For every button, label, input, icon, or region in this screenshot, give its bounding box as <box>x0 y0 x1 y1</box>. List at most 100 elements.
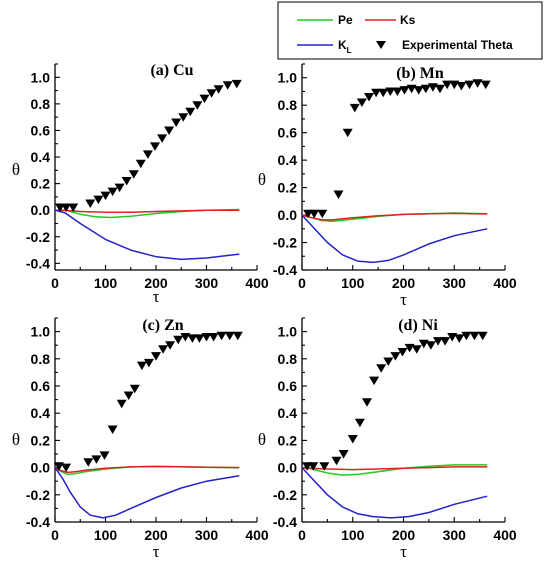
cu-experimental-point <box>121 177 132 186</box>
ni-experimental-point <box>338 450 349 459</box>
ni-y-tick-label: 0.4 <box>278 405 298 421</box>
cu-experimental-point <box>85 199 96 208</box>
cu-experimental-point <box>206 89 217 98</box>
cu-y-tick-label: 0.0 <box>31 202 51 218</box>
cu-y-tick-label: -0.2 <box>26 229 50 245</box>
ni-title: (d) Ni <box>398 317 438 334</box>
mn-experimental-point <box>480 80 491 90</box>
mn-experimental-point <box>449 80 460 90</box>
zn-experimental-point <box>129 384 140 394</box>
ni-y-tick-label: 0.0 <box>278 460 298 476</box>
ni-x-tick-label: 300 <box>443 527 467 543</box>
ni-experimental-point <box>390 352 401 361</box>
zn-experimental-point <box>201 333 212 342</box>
mn-experimental-point <box>378 88 389 98</box>
ni-experimental-point <box>404 343 415 353</box>
ni-experimental-point <box>454 334 465 343</box>
mn-experimental-point <box>317 209 328 219</box>
zn-experimental-point <box>158 345 169 354</box>
ni-experimental-point <box>308 462 319 471</box>
ni-experimental-point <box>418 339 429 349</box>
legend-label-kl: KL <box>338 38 352 55</box>
zn-y-tick-label: 0.0 <box>31 460 51 476</box>
zn-y-tick-label: 0.6 <box>31 378 51 394</box>
mn-y-tick-label: 0.0 <box>278 207 298 223</box>
ni-x-tick-label: 100 <box>341 527 365 543</box>
zn-experimental-point <box>180 333 191 342</box>
zn-experimental-point <box>136 361 147 371</box>
mn-y-tick-label: -0.4 <box>273 262 297 278</box>
zn-experimental-point <box>224 331 235 341</box>
mn-y-tick-label: 0.2 <box>278 180 298 196</box>
zn-experimental-point <box>232 331 243 341</box>
cu-y-label: θ <box>12 160 20 179</box>
cu-experimental-point <box>61 203 72 212</box>
cu-experimental-point <box>164 126 175 135</box>
cu-experimental-point <box>100 191 111 201</box>
cu-experimental-point <box>107 187 118 197</box>
mn-experimental-point <box>427 83 438 92</box>
zn-experimental-point <box>208 333 219 342</box>
zn-x-tick-label: 0 <box>51 527 59 543</box>
mn-experimental-point <box>371 88 382 98</box>
ni-experimental-point <box>425 341 436 350</box>
ni-experimental-point <box>461 331 472 341</box>
zn-experimental-point <box>187 334 198 343</box>
cu-experimental-point <box>128 170 139 179</box>
zn-experimental-point <box>99 451 110 460</box>
zn-experimental-point <box>143 358 154 368</box>
mn-experimental-point <box>333 190 344 199</box>
cu-experimental-point <box>142 150 153 159</box>
zn-experimental-point <box>173 335 184 345</box>
ni-experimental-point <box>354 418 365 428</box>
ni-experimental-point <box>369 376 380 386</box>
cu-experimental-point <box>157 134 168 143</box>
cu-y-tick-label: -0.4 <box>26 255 50 271</box>
ni-experimental-point <box>319 462 330 471</box>
mn-y-label: θ <box>258 170 266 189</box>
mn-experimental-point <box>442 80 453 90</box>
mn-x-tick-label: 200 <box>392 275 416 291</box>
mn-title: (b) Mn <box>396 65 444 82</box>
legend: Pe Ks KL Experimental Theta <box>277 1 543 60</box>
cu-y-tick-label: 0.4 <box>31 149 51 165</box>
mn-experimental-point <box>392 87 403 96</box>
zn-experimental-point <box>116 399 127 409</box>
legend-box <box>277 1 543 60</box>
mn-experimental-point <box>342 128 353 138</box>
ni-x-label: τ <box>400 542 407 561</box>
zn-y-tick-label: 1.0 <box>31 324 51 340</box>
mn-experimental-point <box>406 84 417 94</box>
zn-experimental-point <box>123 391 134 400</box>
ni-y-tick-label: 0.6 <box>278 378 298 394</box>
mn-experimental-point <box>435 84 445 94</box>
zn-experimental-point <box>91 455 102 464</box>
mn-series-k <box>301 214 488 264</box>
cu-experimental-point <box>171 118 182 127</box>
mn-x-tick-label: 100 <box>341 275 365 291</box>
mn-experimental-point <box>364 93 374 102</box>
mn-experimental-point <box>309 209 320 219</box>
cu-y-tick-label: 1.0 <box>31 69 51 85</box>
zn-y-tick-label: 0.8 <box>31 351 51 367</box>
cu-experimental-point <box>192 101 203 110</box>
cu-experimental-point <box>222 81 233 90</box>
ni-y-tick-label: -0.2 <box>273 487 297 503</box>
cu-title: (a) Cu <box>150 62 193 79</box>
ni-y-tick-label: 0.8 <box>278 351 298 367</box>
ni-experimental-point <box>376 364 387 373</box>
zn-experimental-point <box>151 352 161 361</box>
mn-y-tick-label: 0.8 <box>278 97 298 113</box>
cu-x-tick-label: 300 <box>195 275 219 291</box>
ni-series-k <box>301 467 488 519</box>
cu-experimental-point <box>135 159 146 169</box>
cu-experimental-point <box>68 203 79 212</box>
zn-y-tick-label: -0.2 <box>26 487 50 503</box>
cu-experimental-point <box>185 107 196 117</box>
ni-series-ks <box>301 466 488 471</box>
cu-x-tick-label: 100 <box>94 275 118 291</box>
legend-label-kl-main: K <box>338 38 347 52</box>
mn-y-tick-label: 1.0 <box>278 70 298 86</box>
zn-x-tick-label: 400 <box>245 527 269 543</box>
panel-zn: 0 100 200 300 400 -0.4 -0.2 0.0 0.2 0.4 0.6 0.8 1.0 (… <box>12 317 269 561</box>
